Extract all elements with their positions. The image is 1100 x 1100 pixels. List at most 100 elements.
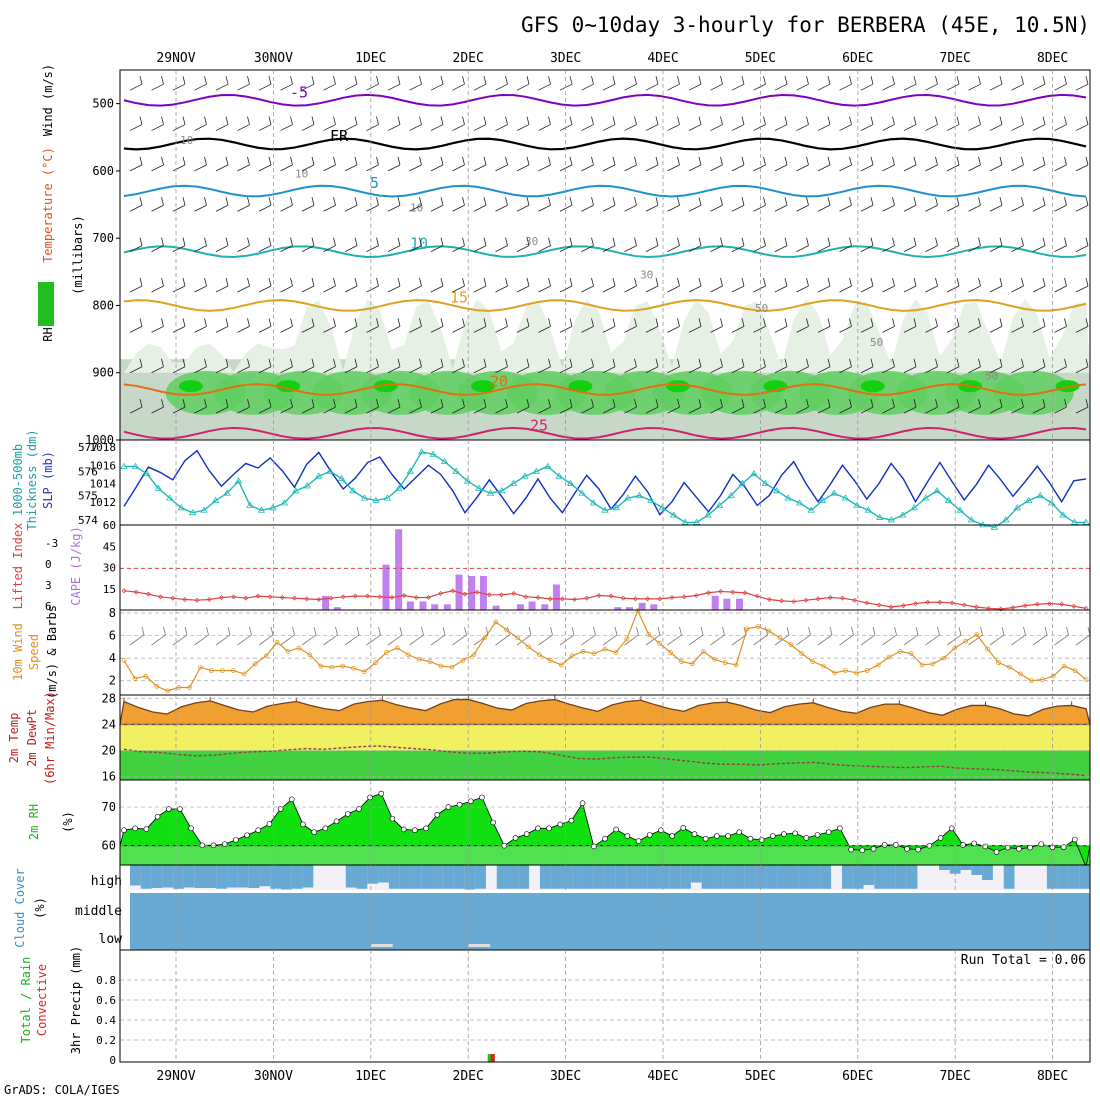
wind-barb: [602, 626, 618, 646]
wind-barb: [882, 156, 895, 172]
wind-barb: [151, 237, 164, 252]
high-cloud-bar: [583, 865, 595, 889]
wind-speed-marker: [810, 659, 816, 664]
day-label-bottom: 5DEC: [745, 1069, 776, 1084]
wind-speed-marker: [985, 646, 990, 652]
2m-temp-dewpt-panel: 16 20 24 28 2m Temp 2m DewPt (6hr Min/Max): [7, 691, 1091, 785]
wind-barb: [581, 398, 594, 414]
wind-barb: [1075, 237, 1089, 252]
high-cloud-cell: [334, 865, 347, 890]
wind-barb: [774, 156, 788, 172]
wind-barb: [925, 277, 938, 293]
wind-barb: [430, 277, 444, 293]
wind-barb: [172, 156, 186, 172]
wind-barb: [1032, 76, 1046, 91]
wind-barb: [731, 626, 747, 646]
wind-barb: [473, 318, 487, 333]
wind-barb: [946, 156, 960, 172]
3hr-precip-panel: 0 0.2 0.4 0.6 0.8 Run Total = 0.06 Total / Rai…: [19, 946, 1091, 1067]
wind-speed-marker: [788, 642, 794, 647]
wind-barb: [796, 116, 809, 131]
high-cloud-bar: [572, 865, 584, 889]
wind-barb: [624, 626, 639, 646]
wind-barb: [280, 398, 293, 414]
wind-barb: [172, 626, 188, 646]
high-cloud-cell: [928, 865, 940, 890]
y-tick-label: 800: [92, 298, 114, 312]
wind-barb: [559, 197, 573, 212]
wind-barb: [731, 156, 745, 172]
wind-barb: [280, 277, 293, 293]
wind-barb: [538, 197, 551, 212]
wind-barb: [710, 76, 723, 91]
wind-barb: [688, 277, 702, 293]
wind-barb: [839, 398, 852, 414]
wind-barb: [1032, 398, 1046, 414]
wind-barb: [645, 318, 659, 333]
wind-barb: [839, 197, 852, 212]
high-cloud-bar: [755, 865, 767, 889]
wind-barb: [989, 318, 1003, 333]
wind-barb: [237, 197, 250, 212]
wind-barb: [602, 318, 616, 333]
rh-marker: [803, 835, 810, 841]
wind-barb: [602, 116, 616, 131]
wind-barb: [839, 277, 852, 293]
cape-lifted-index-panel: -3 0 3 6 15 30 45 60 Lifted Index CAPE (J/kg): [11, 519, 1091, 613]
wind-barb: [688, 626, 704, 646]
wind-barb: [602, 76, 616, 91]
wind-barb: [280, 358, 293, 374]
wind-barb: [172, 398, 186, 414]
wind-barb: [839, 237, 852, 252]
thickness-marker: [544, 462, 552, 469]
wind-barb: [538, 318, 551, 333]
wind-barb: [172, 318, 186, 333]
wind-barb: [473, 398, 487, 414]
wind-axis-label: (m/s) & Barbs: [45, 605, 59, 699]
high-cloud-bar: [863, 865, 875, 885]
wind-barb: [452, 116, 465, 131]
cape-tick-label: 60: [103, 519, 116, 532]
wind-speed-marker: [996, 660, 1001, 666]
cape-bar: [552, 584, 560, 610]
rh-marker: [736, 829, 743, 835]
wind-speed-marker: [504, 627, 509, 633]
wind-speed-marker: [624, 636, 630, 642]
left-tick-label: 575: [78, 490, 98, 503]
high-cloud-bar: [151, 865, 163, 888]
rh-marker: [177, 806, 183, 812]
pressure-axis-label: (millibars): [71, 215, 85, 294]
wind-barb: [516, 237, 530, 252]
high-cloud-bar: [270, 865, 282, 889]
dewpoint-line: [123, 745, 1087, 777]
wind-barb: [796, 318, 809, 333]
rh-marker: [758, 837, 765, 843]
high-cloud-bar: [259, 865, 271, 887]
rh-marker: [1060, 844, 1067, 851]
wind-barb: [968, 277, 981, 293]
wind-barb: [495, 197, 508, 212]
wind-barb: [774, 237, 788, 252]
wind-barb: [989, 398, 1003, 414]
wind-barb: [344, 76, 358, 91]
wind-barb: [237, 358, 250, 374]
rh-contour-label: 30: [640, 269, 653, 282]
wind-barb: [1075, 156, 1089, 172]
upper-air-panel: -5FR510152025101010303050505050060070080…: [38, 64, 1091, 447]
day-label-bottom: 3DEC: [550, 1069, 581, 1084]
wind-barb: [172, 116, 186, 131]
wind-barb: [1054, 277, 1067, 293]
high-cloud-bar: [356, 865, 368, 889]
wind-barb: [495, 116, 508, 131]
rh-contour-label: 10: [295, 168, 308, 181]
temperature-line: [123, 383, 1087, 396]
rh-marker: [244, 832, 250, 839]
wind-barb: [387, 197, 401, 212]
y-tick-label: 4: [109, 651, 116, 665]
rh-marker: [1016, 845, 1022, 852]
rh-contour-label: 10: [180, 134, 193, 147]
wind-barb: [215, 318, 229, 333]
rh-marker: [188, 825, 194, 832]
wind-barb: [860, 156, 874, 172]
thickness-marker: [223, 489, 231, 496]
